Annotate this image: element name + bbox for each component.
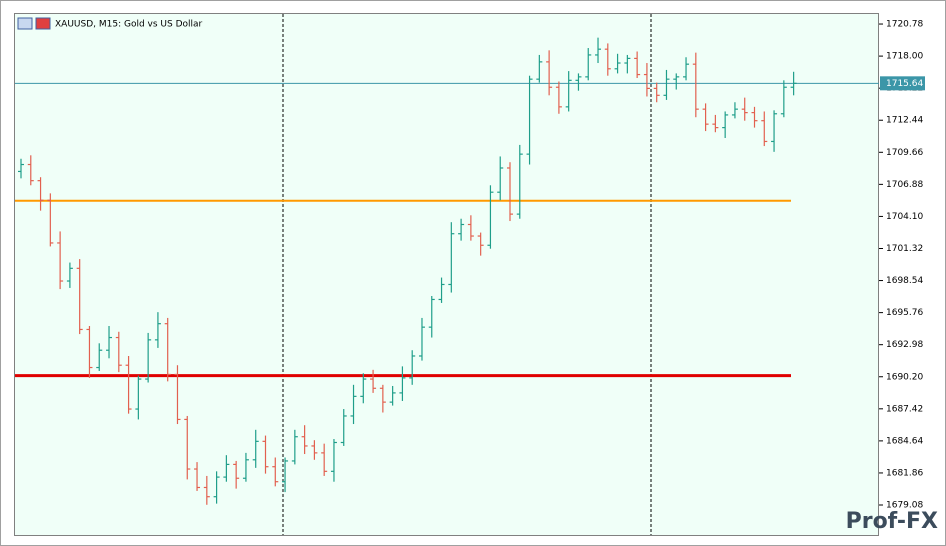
y-tick-label: 1704.10	[886, 212, 923, 222]
y-tick-label: 1690.20	[886, 372, 923, 382]
watermark: Prof-FX	[846, 509, 938, 534]
y-tick-label: 1684.64	[886, 436, 923, 446]
bid-label-box	[880, 76, 925, 91]
plot-area	[14, 13, 879, 536]
y-tick-label: 1692.98	[886, 340, 923, 350]
y-tick-label: 1681.86	[886, 468, 923, 478]
y-tick-label: 1679.08	[886, 501, 923, 511]
y-tick-label: 1720.78	[886, 20, 923, 30]
y-tick-label: 1687.42	[886, 404, 923, 414]
y-tick-label: 1712.44	[886, 116, 923, 126]
y-tick-label: 1709.66	[886, 148, 923, 158]
chart-icons	[17, 17, 51, 30]
plot-layer: 1679.08 1681.86 1684.64 1687.42 1690.20 1692.…	[15, 20, 925, 511]
y-tick-label: 1698.54	[886, 276, 923, 286]
y-tick-label: 1718.00	[886, 52, 923, 62]
y-tick-label: 1706.88	[886, 180, 923, 190]
chart-title: XAUUSD, M15: Gold vs US Dollar	[55, 20, 203, 30]
y-tick-label: 1701.32	[886, 244, 923, 254]
y-tick-label: 1695.76	[886, 308, 923, 318]
bid-label: 1715.64	[886, 79, 923, 89]
